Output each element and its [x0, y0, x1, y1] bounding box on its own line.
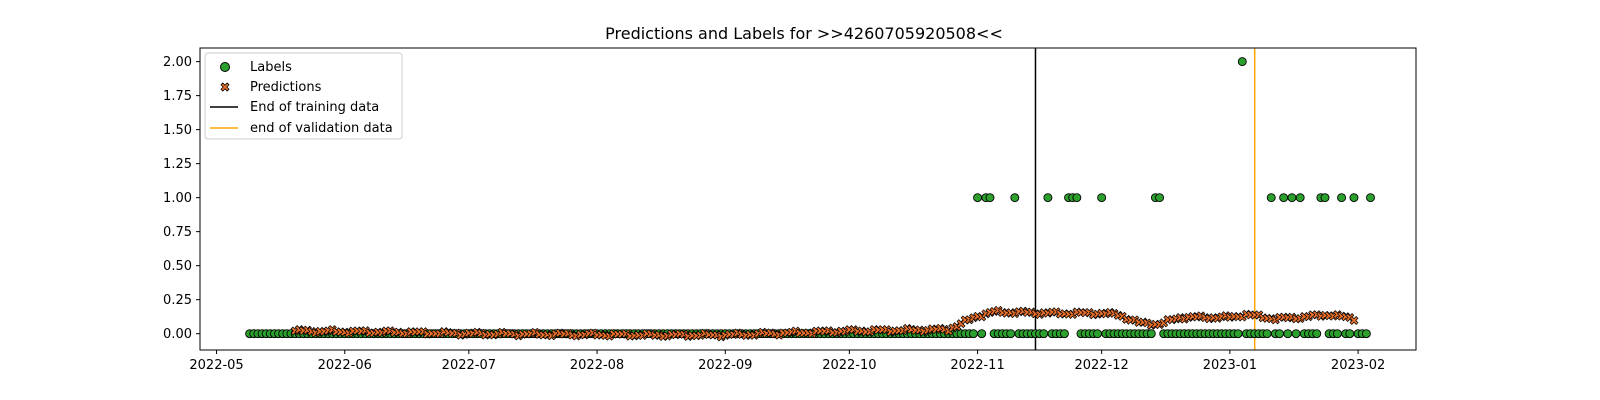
y-tick-label: 0.25: [163, 293, 192, 308]
legend-predictions-text: Predictions: [250, 80, 322, 95]
label-point: [985, 193, 995, 203]
label-point: [1275, 329, 1284, 339]
label-point: [1006, 329, 1016, 339]
label-point: [1332, 329, 1342, 339]
legend-predictions-marker: [220, 82, 230, 92]
legend-box: [204, 52, 403, 140]
legend-validation-text: end of validation data: [250, 121, 393, 136]
y-tick-label: 1.00: [163, 191, 192, 206]
legend-labels-marker: [220, 62, 230, 72]
prediction-point: [1349, 315, 1359, 325]
label-point: [1361, 329, 1371, 339]
y-tick-label: 1.25: [163, 157, 192, 172]
legend: Labels Predictions End of training data …: [204, 52, 403, 140]
label-point: [1287, 193, 1297, 203]
label-point: [1349, 193, 1359, 203]
label-point: [1312, 329, 1322, 339]
x-tick-label: 2022-10: [822, 358, 876, 373]
label-point: [968, 329, 978, 339]
label-point: [1320, 193, 1330, 203]
y-tick-label: 1.50: [163, 123, 192, 138]
label-point: [1279, 193, 1289, 203]
x-tick-label: 2022-11: [950, 358, 1004, 373]
axes-frame: [199, 47, 1417, 351]
label-point: [1093, 329, 1102, 339]
x-tick-label: 2022-09: [698, 358, 752, 373]
label-point: [1295, 193, 1305, 203]
label-point: [1043, 193, 1053, 203]
label-point: [1237, 57, 1247, 67]
x-tick-label: 2022-12: [1074, 358, 1128, 373]
x-tick-label: 2023-01: [1203, 358, 1257, 373]
x-tick-label: 2022-07: [442, 358, 496, 373]
label-point: [1262, 329, 1272, 339]
label-point: [1146, 329, 1156, 339]
label-point: [1233, 329, 1243, 339]
label-point: [1337, 193, 1347, 203]
label-point: [1345, 329, 1355, 339]
label-point: [1072, 193, 1082, 203]
label-point: [1010, 193, 1020, 203]
y-tick-label: 2.00: [163, 55, 192, 70]
y-tick-label: 1.75: [163, 89, 192, 104]
x-tick-label: 2022-08: [570, 358, 624, 373]
legend-labels-text: Labels: [250, 60, 292, 75]
label-point: [1097, 193, 1107, 203]
x-tick-label: 2022-05: [189, 358, 243, 373]
label-point: [977, 329, 987, 339]
legend-training-text: End of training data: [250, 100, 379, 115]
x-tick-label: 2022-06: [318, 358, 372, 373]
label-point: [1366, 193, 1375, 203]
y-tick-label: 0.75: [163, 225, 192, 240]
label-point: [1059, 329, 1069, 339]
label-point: [1291, 329, 1301, 339]
plot-area: [245, 48, 1375, 350]
x-tick-label: 2023-02: [1331, 358, 1385, 373]
y-tick-label: 0.50: [163, 259, 192, 274]
label-point: [1155, 193, 1165, 203]
chart-title: Predictions and Labels for >>42607059205…: [605, 24, 1003, 43]
label-point: [1039, 329, 1049, 339]
y-tick-label: 0.00: [163, 327, 192, 342]
label-point: [973, 193, 983, 203]
label-point: [1266, 193, 1276, 203]
label-point: [1283, 329, 1293, 339]
